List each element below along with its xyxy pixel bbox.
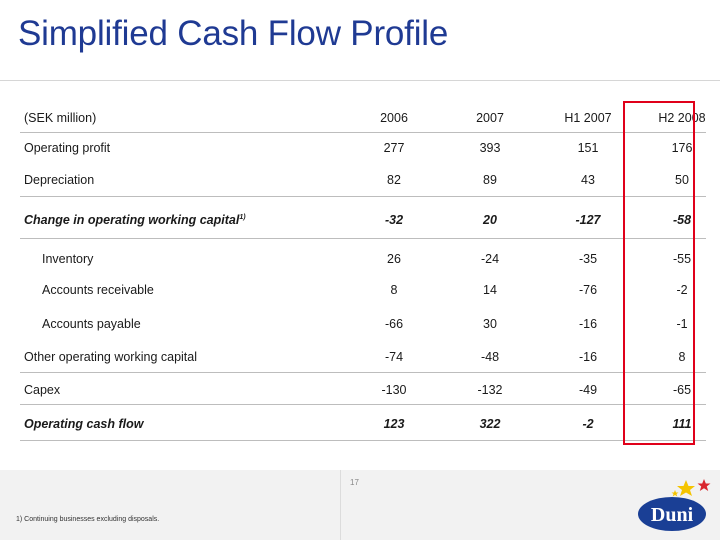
cell-2006: 8: [390, 283, 398, 297]
cell-2006: -66: [384, 317, 404, 331]
cell-2006: -130: [381, 383, 407, 397]
cell-h2-2008: -65: [672, 383, 692, 397]
cell-h2-2008: -58: [672, 213, 692, 227]
row-divider: [20, 404, 706, 405]
logo-oval: [638, 497, 706, 531]
column-header-2006: 2006: [380, 111, 408, 125]
row-label: Inventory: [42, 252, 94, 266]
column-header-2007: 2007: [476, 111, 504, 125]
cell-2007: 14: [483, 283, 497, 297]
cell-h1-2007: -127: [575, 213, 601, 227]
cell-2007: 20: [483, 213, 497, 227]
cell-2007: 322: [479, 417, 501, 431]
row-divider: [20, 238, 706, 239]
h2-2008-highlight-box: [623, 101, 695, 445]
yellow-star-icon: [677, 480, 695, 496]
cell-h1-2007: -16: [578, 350, 598, 364]
slide-title: Simplified Cash Flow Profile: [18, 14, 449, 53]
small-star-icon: [671, 490, 679, 497]
cell-2006: 123: [383, 417, 405, 431]
logo-text: Duni: [651, 504, 694, 526]
page-number: 17: [350, 478, 359, 487]
row-label: Accounts payable: [42, 317, 141, 331]
row-divider: [20, 440, 706, 441]
cell-h2-2008: 50: [675, 173, 689, 187]
row-label: Capex: [24, 383, 61, 397]
cell-2006: 277: [383, 141, 405, 155]
cell-2007: -24: [480, 252, 500, 266]
cell-2006: 26: [387, 252, 401, 266]
unit-label: (SEK million): [24, 111, 97, 125]
cell-h2-2008: 176: [671, 141, 693, 155]
cell-2007: 89: [483, 173, 497, 187]
duni-logo: Duni: [638, 479, 711, 531]
row-label: Other operating working capital: [24, 350, 198, 364]
row-label: Depreciation: [24, 173, 95, 187]
row-label: Operating profit: [24, 141, 111, 155]
footer-band: [0, 470, 720, 540]
cell-h1-2007: -35: [578, 252, 598, 266]
column-header-h1-2007: H1 2007: [564, 111, 612, 125]
cell-2007: -48: [480, 350, 500, 364]
red-star-icon: [697, 479, 711, 491]
cell-2007: 393: [479, 141, 501, 155]
cell-2006: 82: [387, 173, 401, 187]
header-divider: [20, 132, 706, 133]
cell-h2-2008: -55: [672, 252, 692, 266]
row-divider: [20, 196, 706, 197]
row-label: Accounts receivable: [42, 283, 154, 297]
row-label: Change in operating working capital1): [24, 213, 246, 227]
footnote: 1) Continuing businesses excluding dispo…: [16, 516, 160, 523]
title-divider: [0, 80, 720, 81]
cell-h1-2007: -2: [582, 417, 594, 431]
cell-h2-2008: -1: [676, 317, 688, 331]
cell-h1-2007: 43: [581, 173, 595, 187]
cell-h2-2008: 8: [678, 350, 686, 364]
cell-2006: -74: [384, 350, 404, 364]
cell-h1-2007: 151: [577, 141, 599, 155]
cell-2007: 30: [483, 317, 497, 331]
cell-2007: -132: [477, 383, 503, 397]
cell-2006: -32: [384, 213, 404, 227]
cell-h2-2008: -2: [676, 283, 688, 297]
row-label: Operating cash flow: [24, 417, 144, 431]
cell-h2-2008: 111: [672, 417, 692, 431]
footnote-marker: 1): [239, 213, 246, 221]
cell-h1-2007: -49: [578, 383, 598, 397]
row-divider: [20, 372, 706, 373]
cell-h1-2007: -76: [578, 283, 598, 297]
footer-divider: [340, 470, 341, 540]
cell-h1-2007: -16: [578, 317, 598, 331]
